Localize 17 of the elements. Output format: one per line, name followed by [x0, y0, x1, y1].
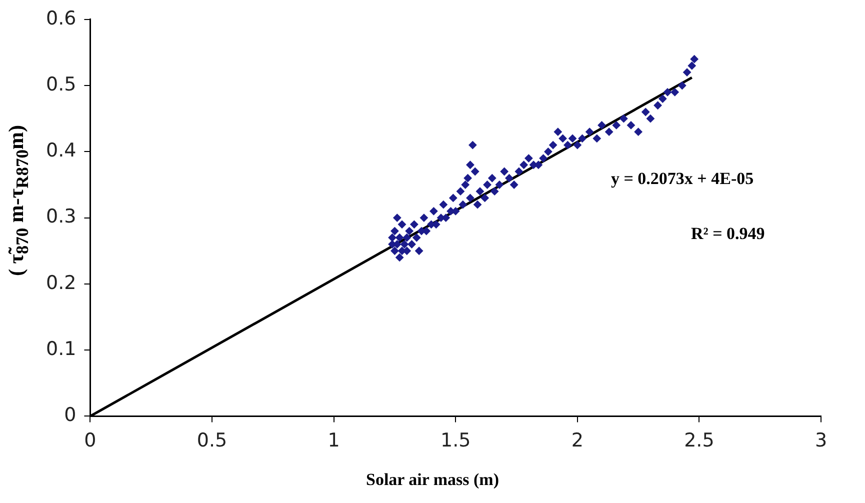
- annotation: y = 0.2073x + 4E-05: [611, 169, 754, 190]
- y-tick-label: 0.6: [46, 7, 76, 30]
- y-tick-label: 0.2: [46, 272, 76, 294]
- x-tick-label: 0: [84, 430, 96, 452]
- y-tick-label: 0.4: [46, 140, 76, 162]
- x-tick-label: 3: [814, 430, 828, 452]
- y-tick-label: 0: [64, 404, 76, 426]
- y-tick-label: 0.3: [46, 206, 76, 228]
- x-tick-label: 1.5: [440, 430, 471, 452]
- x-tick-label: 2.5: [684, 430, 714, 452]
- x-tick-label: 0.5: [196, 430, 228, 452]
- x-tick-label: 1: [328, 430, 340, 452]
- x-tick-label: 2: [571, 430, 584, 452]
- y-tick-label: 0.5: [46, 73, 76, 96]
- x-axis-title: Solar air mass (m): [364, 470, 500, 490]
- y-tick-label: 0.1: [46, 338, 76, 360]
- annotation: R² = 0.949: [691, 224, 765, 244]
